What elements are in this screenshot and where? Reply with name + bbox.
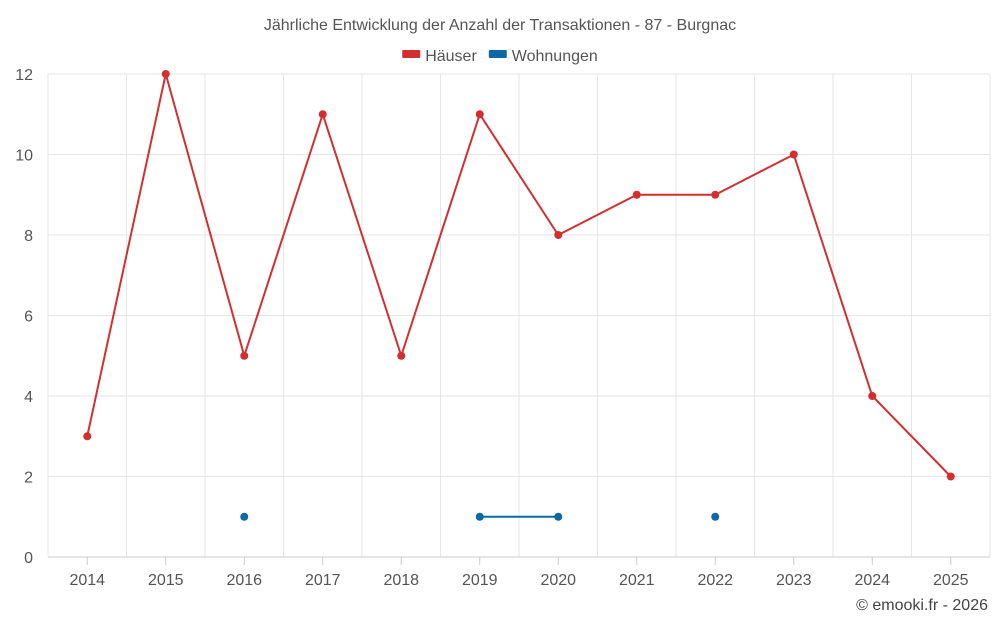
- legend: Häuser Wohnungen: [402, 48, 598, 65]
- data-point[interactable]: [789, 150, 798, 159]
- data-point[interactable]: [161, 70, 170, 78]
- y-tick-label: 4: [24, 389, 33, 406]
- y-tick-label: 0: [24, 550, 33, 567]
- grid: [47, 73, 991, 557]
- data-point[interactable]: [554, 512, 563, 521]
- x-tick-label: 2023: [776, 572, 812, 589]
- y-tick-label: 12: [15, 67, 33, 84]
- x-tick-label: 2017: [305, 572, 341, 589]
- data-point[interactable]: [711, 512, 720, 521]
- data-point[interactable]: [632, 190, 641, 199]
- x-tick-label: 2025: [933, 572, 969, 589]
- series-wohnungen: [240, 512, 720, 521]
- axes: 0 2 4 6 8 10 12 2014 2015 2016 2017 2018 2019 2020 202…: [15, 67, 990, 589]
- x-tick-label: 2022: [697, 572, 733, 589]
- y-tick-label: 2: [24, 470, 33, 487]
- data-point[interactable]: [554, 231, 563, 239]
- x-tick-label: 2015: [148, 572, 184, 589]
- credit-text: © emooki.fr - 2026: [856, 597, 988, 614]
- y-tick-label: 6: [24, 309, 33, 326]
- data-point[interactable]: [946, 472, 955, 481]
- x-tick-label: 2019: [462, 572, 498, 589]
- data-point[interactable]: [83, 432, 92, 441]
- x-tick-label: 2016: [226, 572, 262, 589]
- series-line: [86, 73, 952, 478]
- data-point[interactable]: [240, 351, 249, 360]
- y-tick-label: 10: [15, 148, 33, 165]
- x-tick-label: 2018: [383, 572, 419, 589]
- x-tick-label: 2020: [540, 572, 576, 589]
- data-point[interactable]: [711, 190, 720, 199]
- legend-label: Häuser: [425, 48, 477, 65]
- data-point[interactable]: [868, 392, 877, 400]
- data-point[interactable]: [475, 110, 484, 119]
- x-tick-label: 2021: [619, 572, 655, 589]
- legend-swatch: [402, 50, 421, 58]
- series-layer: [83, 70, 955, 521]
- data-point[interactable]: [240, 512, 249, 521]
- data-point[interactable]: [318, 110, 327, 119]
- x-tick-label: 2014: [69, 572, 105, 589]
- series-haeuser: [83, 70, 955, 481]
- chart-title: Jährliche Entwicklung der Anzahl der Tra…: [264, 17, 736, 34]
- data-point[interactable]: [475, 512, 484, 521]
- data-point[interactable]: [397, 351, 406, 360]
- y-tick-label: 8: [24, 228, 33, 245]
- legend-label: Wohnungen: [512, 48, 598, 65]
- legend-swatch: [488, 50, 507, 58]
- x-tick-label: 2024: [854, 572, 890, 589]
